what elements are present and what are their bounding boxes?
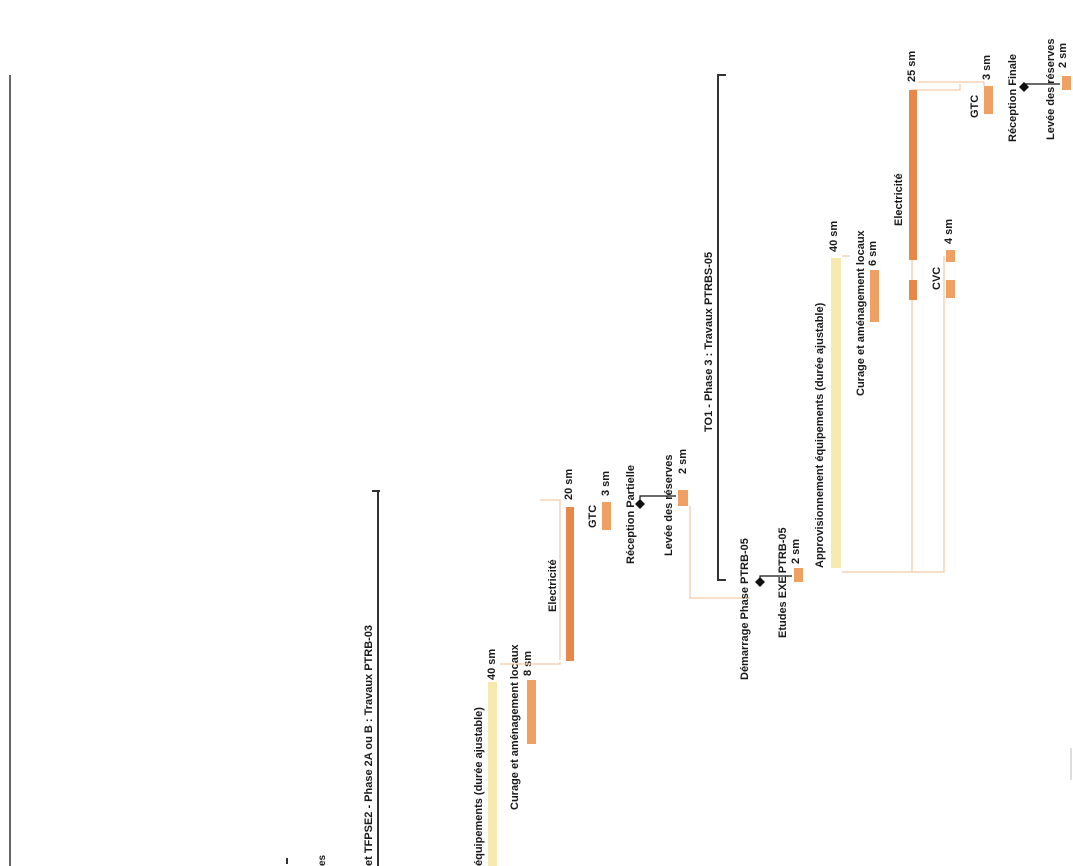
phase3-demarrage-label: Démarrage Phase PTRB-05 (739, 538, 751, 680)
phase3-gtc-label: GTC (969, 95, 981, 118)
phase3-reception-label: Réception Finale (1007, 54, 1019, 142)
phase3-cvc-label: CVC (931, 267, 943, 290)
phase2-electricite-bar (566, 507, 574, 661)
phase2-gtc-duration: 3 sm (600, 471, 612, 496)
phase2-levee-bar (678, 490, 688, 506)
phase3-etudes-label: Etudes EXE PTRB-05 (777, 527, 789, 638)
phase2-cut-label: es (317, 854, 328, 866)
phase2-levee-label: Levée des réserves (663, 454, 675, 556)
phase3-levee-duration: 2 sm (1057, 43, 1069, 68)
phase2-curage-duration: 8 sm (522, 651, 534, 676)
phase3-demarrage-link (759, 575, 792, 582)
phase3-gtc-link (918, 81, 985, 86)
phase3-reception-link (1023, 83, 1060, 87)
phase2-electricite-duration: 20 sm (563, 469, 575, 500)
phase3-link-electricite (911, 84, 961, 572)
phase3-etudes-bar (794, 568, 803, 582)
phase2-title: et TFPSE2 - Phase 2A ou B : Travaux PTRB… (363, 625, 375, 866)
phase3-appro-duration: 40 sm (828, 221, 840, 252)
phase3-cvc-bar-end (946, 280, 955, 298)
phase2-reception-link (639, 495, 676, 504)
phase3-curage-bar (870, 270, 879, 322)
phase2-to-phase3-link (689, 506, 750, 599)
phase2-levee-duration: 2 sm (677, 449, 689, 474)
phase2-reception-label: Réception Partielle (625, 465, 637, 564)
phase2-link-2 (540, 499, 561, 660)
phase3-electricite-label: Electricité (893, 173, 905, 226)
phase3-curage-duration: 6 sm (867, 241, 879, 266)
phase2-link-1 (500, 662, 561, 665)
phase3-summary-bracket (717, 74, 726, 581)
phase3-levee-bar (1062, 76, 1071, 90)
phase2-electricite-label: Electricité (547, 559, 559, 612)
phase3-electricite-duration: 25 sm (906, 51, 918, 82)
phase3-electricite-bar-end (909, 280, 917, 300)
phase2-curage-bar (527, 680, 536, 744)
phase2-gtc-bar (602, 502, 611, 530)
phase3-appro-bar (831, 258, 841, 568)
phase3-title: TO1 - Phase 3 : Travaux PTRBS-05 (703, 252, 715, 432)
phase3-cvc-bar (946, 250, 955, 262)
phase2-gtc-label: GTC (587, 505, 599, 528)
phase3-etudes-duration: 2 sm (790, 539, 802, 564)
phase2-appro-label: équipements (durée ajustable) (473, 707, 485, 866)
phase3-electricite-bar (909, 90, 917, 260)
phase2-appro-duration: 40 sm (486, 649, 498, 680)
phase3-link-appro (842, 255, 945, 573)
phase3-cvc-duration: 4 sm (943, 219, 955, 244)
phase2-curage-label: Curage et aménagement locaux (509, 643, 521, 810)
phase2-appro-bar (488, 682, 497, 866)
phase3-curage-label: Curage et aménagement locaux (855, 229, 867, 396)
phase3-levee-label: Levée des réserves (1045, 38, 1057, 140)
phase3-gtc-duration: 3 sm (981, 55, 993, 80)
phase3-appro-label: Approvisionnement équipements (durée aju… (814, 302, 826, 568)
phase3-gtc-bar (984, 86, 993, 114)
